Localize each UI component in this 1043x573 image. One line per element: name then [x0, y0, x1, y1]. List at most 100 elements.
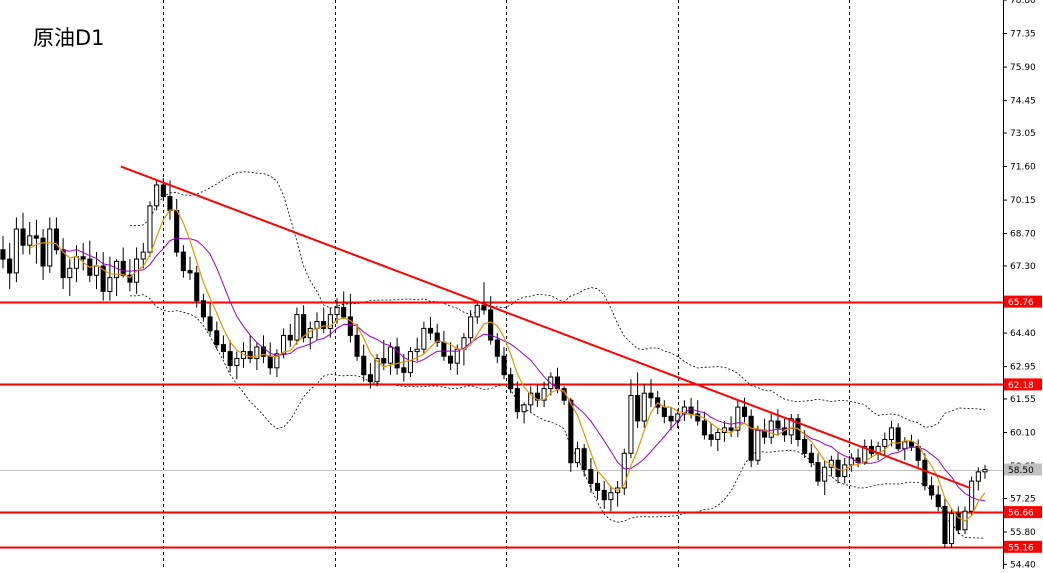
candle-body	[0, 249, 6, 260]
candle-body	[234, 358, 240, 366]
price-tick-label: 75.90	[1010, 63, 1036, 73]
candle-body	[127, 274, 133, 283]
candle-body	[114, 260, 120, 279]
candle-body	[909, 441, 915, 447]
candle-body	[394, 346, 400, 369]
candle-body	[441, 341, 447, 357]
candle-body	[514, 388, 520, 413]
candle-body	[321, 321, 327, 329]
candle-body	[347, 316, 353, 336]
level-label: 65.76	[1008, 298, 1034, 308]
candle-body	[681, 406, 687, 415]
price-tick-label: 74.45	[1010, 97, 1036, 107]
candle-body	[842, 464, 848, 477]
price-tick-label: 60.10	[1010, 429, 1036, 439]
candle-body	[982, 469, 988, 473]
candle-body	[247, 351, 253, 360]
candle-body	[194, 272, 200, 302]
candle-body	[327, 314, 333, 330]
candle-body	[80, 256, 86, 260]
price-tick-label: 55.80	[1010, 528, 1036, 538]
candle-body	[468, 316, 474, 339]
candle-body	[942, 506, 948, 544]
candle-body	[708, 434, 714, 440]
candle-body	[20, 228, 26, 246]
candle-body	[474, 304, 480, 318]
candle-body	[822, 466, 828, 482]
candle-body	[167, 196, 173, 212]
price-tick-label: 57.25	[1010, 495, 1036, 505]
trendline	[120, 165, 971, 489]
candle-body	[261, 346, 267, 357]
candle-body	[120, 260, 126, 276]
candle-body	[334, 307, 340, 316]
candle-body	[481, 304, 487, 311]
price-axis-background	[1003, 0, 1043, 569]
candle-body	[434, 332, 440, 343]
price-tick-label: 73.05	[1010, 129, 1036, 139]
candle-body	[815, 462, 821, 482]
candle-body	[287, 334, 293, 341]
candle-body	[160, 184, 166, 198]
candle-body	[407, 351, 413, 373]
chart-title: 原油D1	[33, 26, 105, 50]
candle-body	[274, 353, 280, 369]
candle-body	[521, 404, 527, 413]
candle-body	[174, 210, 180, 253]
candle-body	[902, 441, 908, 450]
price-tick-label: 62.95	[1010, 363, 1036, 373]
level-label: 56.66	[1008, 509, 1034, 519]
candle-body	[695, 413, 701, 422]
candle-body	[200, 300, 206, 318]
candle-body	[742, 406, 748, 417]
candle-body	[73, 256, 80, 269]
candle-body	[788, 418, 794, 436]
candle-body	[949, 513, 955, 545]
candle-body	[214, 330, 220, 346]
candle-body	[701, 420, 708, 436]
candle-body	[608, 492, 614, 501]
candle-body	[568, 399, 574, 464]
candle-body	[448, 355, 454, 364]
candle-body	[207, 316, 213, 332]
level-label-bg	[1004, 506, 1042, 519]
candle-body	[915, 445, 921, 461]
candle-body	[929, 485, 935, 496]
candle-body	[267, 355, 273, 369]
price-tick-label: 78.80	[1010, 0, 1036, 6]
candle-body	[421, 327, 427, 350]
candle-body	[187, 270, 193, 274]
level-label-bg	[1004, 378, 1042, 391]
candle-body	[628, 395, 634, 454]
candle-body	[895, 427, 901, 450]
candle-body	[661, 406, 667, 417]
candle-body	[528, 392, 534, 406]
candle-body	[401, 367, 407, 373]
candle-body	[862, 445, 868, 464]
candle-body	[955, 513, 961, 531]
level-label-bg	[1004, 295, 1042, 308]
candle-body	[494, 339, 500, 357]
candle-body	[668, 415, 674, 422]
candle-body	[768, 420, 774, 438]
candle-body	[281, 334, 287, 355]
candle-body	[227, 351, 233, 367]
candle-body	[501, 355, 507, 376]
candle-body	[354, 334, 360, 357]
candle-body	[648, 392, 654, 399]
candle-body	[715, 432, 721, 440]
candle-body	[294, 314, 300, 341]
candle-body	[595, 482, 601, 491]
price-tick-label: 70.15	[1010, 196, 1036, 206]
candle-body	[381, 358, 387, 364]
candle-body	[33, 235, 39, 239]
candle-body	[374, 358, 380, 383]
candle-body	[53, 228, 60, 251]
candle-body	[387, 346, 393, 364]
candle-body	[60, 249, 66, 279]
price-tick-label: 54.40	[1010, 560, 1036, 569]
candle-body	[107, 277, 113, 293]
price-tick-label: 77.35	[1010, 30, 1036, 40]
candle-body	[975, 471, 981, 482]
